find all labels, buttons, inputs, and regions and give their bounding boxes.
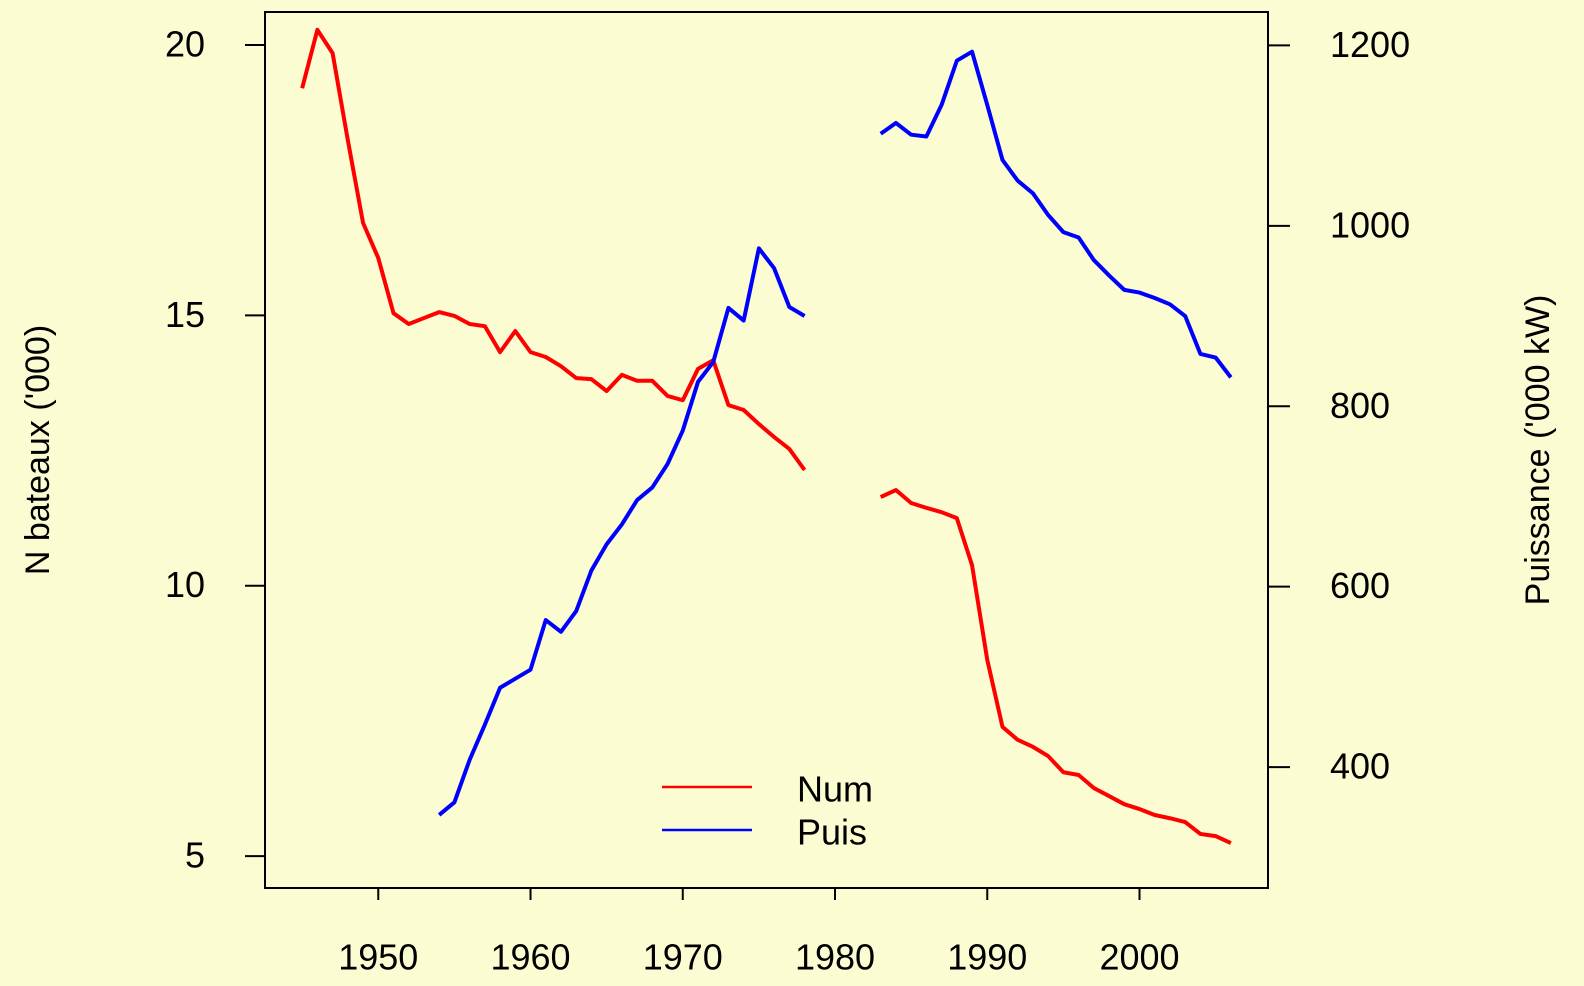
y2-tick-label: 1000 (1330, 204, 1410, 245)
x-tick-label: 1950 (338, 937, 418, 978)
data-line (300, 27, 1232, 845)
x-tick-label: 2000 (1099, 937, 1179, 978)
x-tick-label: 1970 (643, 937, 723, 978)
plot-frame (264, 11, 1269, 889)
y2-tick-label: 800 (1330, 385, 1390, 426)
y-tick-label: 15 (165, 294, 205, 335)
data-line (437, 49, 1233, 817)
y-tick-label: 20 (165, 24, 205, 65)
y-axis-label: N bateaux ('000) (19, 325, 57, 575)
y-tick-label: 5 (185, 835, 205, 876)
x-tick-label: 1990 (947, 937, 1027, 978)
y2-axis-label: Puissance ('000 kW) (1519, 295, 1557, 606)
y2-tick-label: 400 (1330, 746, 1390, 787)
y-tick-label: 10 (165, 564, 205, 605)
x-tick-label: 1980 (795, 937, 875, 978)
x-tick-label: 1960 (490, 937, 570, 978)
y2-tick-label: 600 (1330, 565, 1390, 606)
legend-label: Puis (797, 812, 867, 853)
legend-label: Num (797, 769, 873, 810)
y2-tick-label: 1200 (1330, 24, 1410, 65)
